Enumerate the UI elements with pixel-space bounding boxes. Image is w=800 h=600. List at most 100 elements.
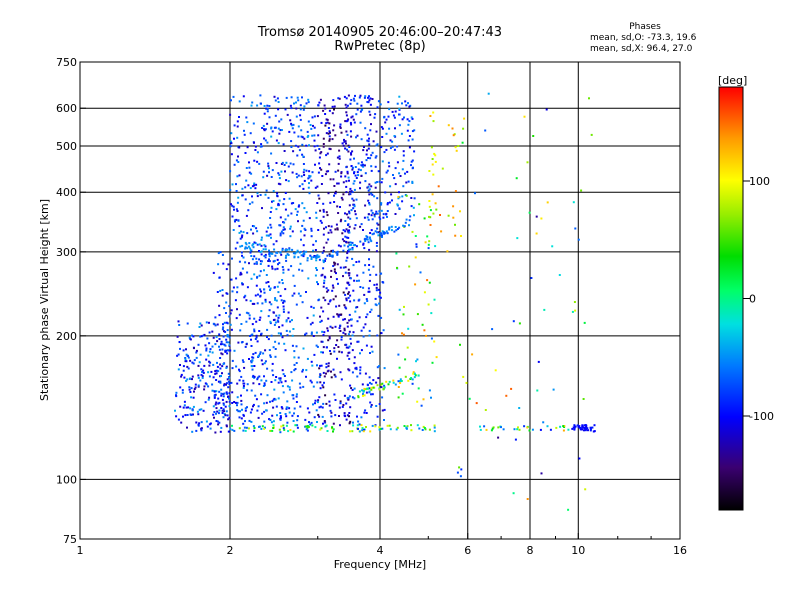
data-point	[383, 419, 385, 421]
data-point	[183, 376, 186, 379]
data-point	[279, 294, 282, 297]
data-point	[231, 428, 234, 431]
data-point	[266, 336, 268, 338]
data-point	[186, 365, 189, 368]
data-point	[328, 404, 331, 407]
data-point	[398, 208, 401, 210]
data-point	[303, 105, 306, 108]
data-point	[255, 398, 258, 401]
data-point	[260, 427, 263, 430]
data-point	[365, 316, 368, 319]
data-point	[222, 416, 225, 419]
data-point	[251, 101, 254, 104]
data-point	[301, 183, 304, 186]
data-point	[217, 423, 220, 426]
data-point	[238, 416, 241, 419]
data-point	[412, 166, 414, 169]
data-point	[401, 200, 404, 203]
data-point	[230, 153, 233, 156]
data-point	[255, 284, 258, 287]
data-point	[322, 346, 325, 349]
data-point	[257, 416, 260, 419]
data-point	[327, 289, 330, 292]
data-point	[243, 426, 246, 429]
data-point	[188, 386, 191, 389]
data-point	[250, 389, 253, 392]
data-point	[310, 229, 313, 232]
data-point	[312, 385, 315, 388]
data-point	[254, 187, 257, 190]
data-point	[269, 217, 272, 219]
data-point	[358, 260, 361, 263]
data-point	[331, 105, 334, 108]
data-point	[193, 359, 196, 362]
data-point	[346, 321, 349, 324]
data-point	[562, 425, 565, 428]
data-point	[317, 299, 320, 302]
data-point	[260, 102, 262, 105]
data-point	[367, 268, 370, 271]
data-point	[368, 143, 371, 146]
data-point	[573, 428, 576, 431]
data-point	[262, 124, 265, 127]
data-point	[383, 115, 386, 118]
data-point	[349, 277, 352, 280]
data-point	[237, 341, 240, 344]
data-point	[359, 352, 361, 355]
data-point	[229, 145, 232, 148]
data-point	[213, 395, 216, 398]
data-point	[322, 261, 325, 264]
data-point	[270, 176, 273, 178]
data-point	[312, 124, 314, 127]
data-point	[532, 135, 535, 137]
data-point	[200, 421, 203, 424]
data-point	[324, 276, 327, 279]
data-point	[320, 183, 323, 185]
data-point	[462, 127, 465, 130]
data-point	[351, 150, 354, 153]
data-point	[281, 324, 284, 327]
data-point	[430, 146, 433, 149]
data-point	[221, 348, 224, 351]
data-point	[186, 354, 189, 357]
data-point	[308, 192, 311, 195]
data-point	[256, 195, 259, 198]
data-point	[280, 170, 283, 173]
data-point	[216, 410, 219, 413]
data-point	[186, 322, 189, 325]
data-point	[258, 258, 261, 261]
data-point	[333, 105, 336, 108]
data-point	[303, 179, 306, 182]
data-point	[311, 171, 314, 174]
data-point	[308, 217, 311, 220]
data-point	[340, 351, 343, 354]
data-point	[236, 308, 238, 311]
data-point	[193, 388, 196, 390]
data-point	[391, 110, 394, 113]
data-point	[276, 192, 279, 195]
data-point	[322, 208, 325, 211]
data-point	[186, 426, 188, 429]
data-point	[250, 228, 252, 231]
data-point	[216, 365, 219, 368]
data-point	[351, 349, 354, 352]
data-point	[282, 427, 285, 430]
data-point	[248, 242, 251, 245]
data-point	[502, 428, 505, 431]
data-point	[222, 408, 225, 411]
data-point	[360, 175, 363, 177]
data-point	[434, 154, 437, 157]
data-point	[325, 287, 328, 290]
data-point	[226, 329, 229, 332]
x-tick-label: 4	[377, 544, 384, 557]
data-point	[456, 471, 459, 474]
data-point	[305, 144, 308, 147]
data-point	[374, 156, 377, 159]
data-point	[291, 344, 294, 347]
data-point	[364, 127, 367, 130]
data-point	[182, 415, 184, 418]
data-point	[277, 316, 280, 319]
data-point	[325, 211, 328, 214]
data-point	[251, 201, 254, 204]
data-point	[225, 382, 228, 385]
